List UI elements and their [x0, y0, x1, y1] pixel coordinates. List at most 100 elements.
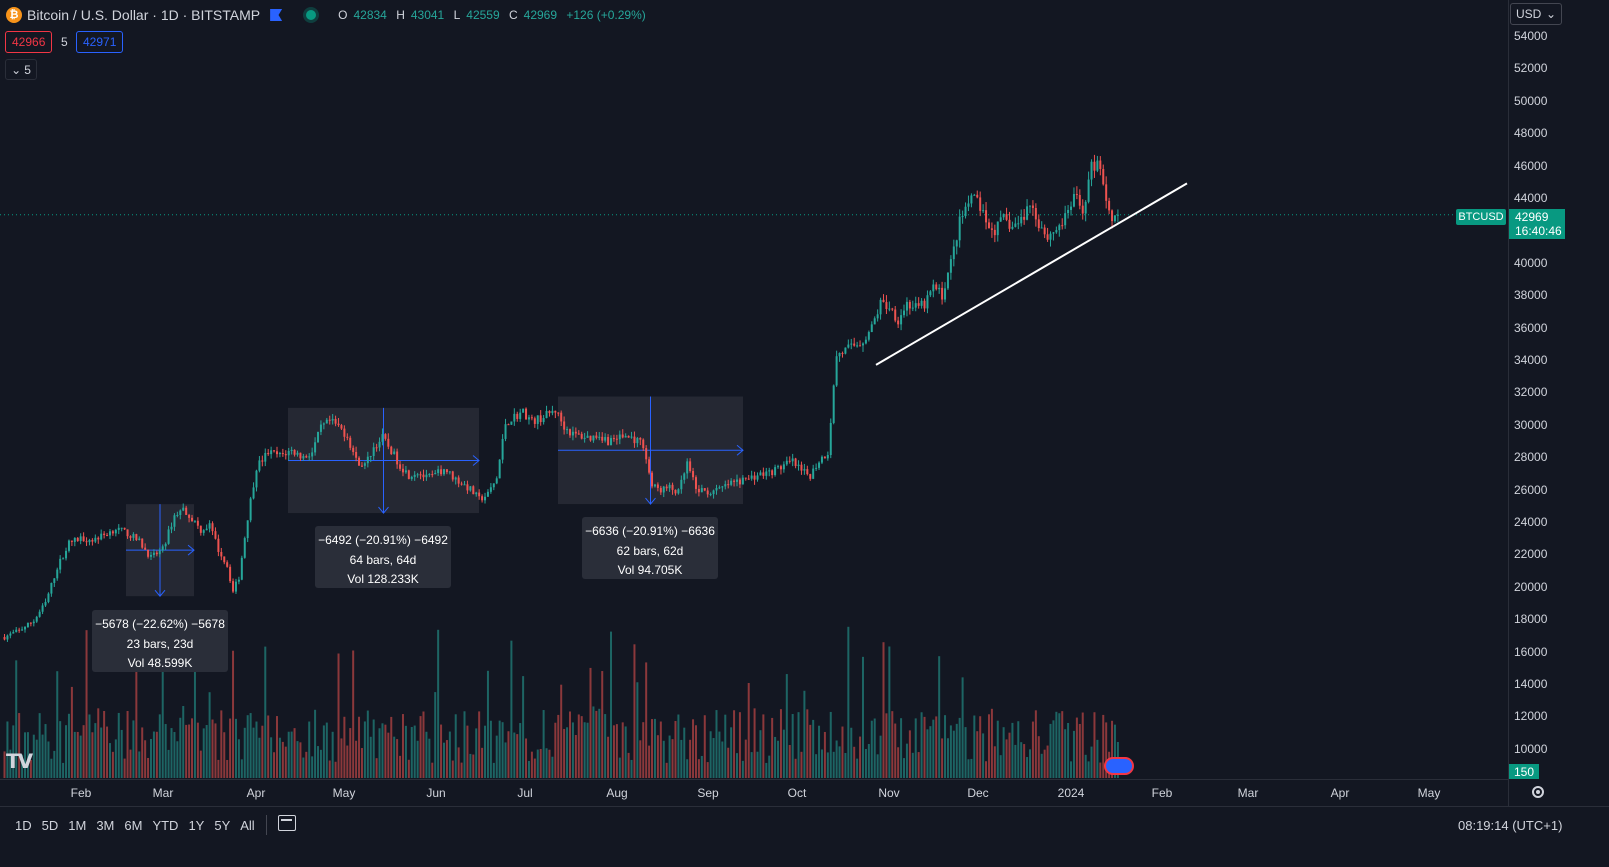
measure-1-bars: 23 bars, 23d	[126, 636, 194, 651]
trendline[interactable]	[875, 182, 1188, 366]
time-tick: Aug	[606, 786, 628, 800]
volume-bar	[164, 724, 167, 778]
volume-bar	[829, 711, 832, 778]
candle-body	[1070, 206, 1073, 210]
volume-bar	[864, 748, 867, 778]
time-axis-border	[0, 779, 1509, 780]
volume-bar	[50, 758, 53, 778]
candle-body	[457, 477, 460, 484]
candle-body	[979, 197, 982, 211]
candle-body	[287, 450, 290, 456]
candle-body	[478, 492, 481, 497]
range-button-5d[interactable]: 5D	[41, 818, 59, 833]
candle-body	[246, 520, 249, 539]
range-button-1y[interactable]: 1Y	[188, 818, 205, 833]
candle-body	[1102, 168, 1105, 185]
volume-bar	[788, 744, 791, 778]
candle-body	[771, 470, 774, 476]
volume-bar	[249, 713, 252, 778]
indicators-toggle-button[interactable]: ⌄ 5	[5, 59, 37, 80]
market-status-icon[interactable]	[306, 10, 317, 20]
symbol-title[interactable]: Bitcoin / U.S. Dollar · 1D · BITSTAMP	[27, 7, 261, 23]
candle-body	[744, 477, 747, 479]
candle-body	[340, 425, 343, 429]
volume-bar	[434, 692, 437, 778]
candle-body	[519, 412, 522, 419]
candle-body	[325, 419, 328, 424]
volume-bar	[481, 747, 484, 778]
candle-body	[404, 470, 407, 473]
candle-body	[355, 451, 358, 458]
candle-body	[1075, 194, 1078, 196]
volume-bar	[847, 626, 850, 778]
time-tick: Sep	[697, 786, 719, 800]
volume-bar	[428, 738, 431, 778]
range-button-5y[interactable]: 5Y	[214, 818, 231, 833]
flag-icon[interactable]	[270, 9, 283, 21]
volume-bar	[627, 752, 630, 778]
price-tick: 52000	[1514, 61, 1548, 76]
candle-body	[985, 210, 988, 223]
open-label: O	[338, 8, 348, 22]
ohlc-values: O 42834 H 43041 L 42559 C 42969 +126 (+0.29%…	[338, 8, 646, 22]
currency-select[interactable]: USD ⌄	[1510, 3, 1562, 25]
economic-events-icon[interactable]	[1104, 757, 1134, 775]
candle-body	[399, 464, 402, 469]
volume-bar	[1008, 732, 1011, 778]
high-label: H	[396, 8, 405, 22]
candle-body	[475, 492, 478, 495]
volume-bar	[97, 708, 100, 778]
volume-bar	[120, 729, 123, 778]
volume-bar	[539, 748, 542, 778]
volume-bar	[317, 746, 320, 778]
price-tick: 24000	[1514, 515, 1548, 529]
candle-body	[730, 480, 733, 485]
measure-boxes[interactable]	[126, 396, 744, 597]
candle-body	[73, 537, 76, 542]
range-button-all[interactable]: All	[240, 818, 255, 833]
measure-2-volume: Vol 128.233K	[347, 572, 419, 586]
price-chart[interactable]	[0, 0, 1509, 807]
candle-body	[1072, 194, 1075, 207]
volume-bar	[519, 723, 522, 778]
volume-bar	[530, 751, 533, 778]
sell-button[interactable]: 42966	[5, 31, 53, 53]
candle-body	[3, 637, 6, 640]
volume-bar	[612, 725, 615, 778]
volume-bar	[94, 723, 97, 778]
tradingview-logo[interactable]: 𝗧𝗩	[6, 751, 33, 773]
range-button-1d[interactable]: 1D	[15, 818, 32, 833]
range-button-ytd[interactable]: YTD	[152, 818, 179, 833]
candle-body	[191, 517, 194, 522]
candle-body	[290, 449, 293, 451]
candle-body	[1017, 223, 1020, 225]
gear-icon[interactable]	[1532, 786, 1544, 798]
candle-body	[226, 562, 229, 567]
volume-bars	[3, 626, 1119, 778]
volume-bar	[252, 727, 255, 778]
candle-body	[577, 433, 580, 435]
candle-body	[220, 551, 223, 557]
indicator-count: 5	[24, 62, 31, 77]
candle-body	[460, 483, 463, 485]
volume-bar	[413, 725, 416, 778]
candle-body	[885, 302, 888, 309]
candle-body	[381, 434, 384, 442]
range-button-6m[interactable]: 6M	[124, 818, 143, 833]
time-tick: Jun	[426, 786, 446, 800]
buy-button[interactable]: 42971	[76, 31, 124, 53]
candle-body	[900, 315, 903, 325]
candle-body	[586, 435, 589, 438]
candle-body	[897, 320, 900, 325]
volume-bar	[387, 732, 390, 778]
time-tick: Jul	[517, 786, 533, 800]
calendar-icon[interactable]	[278, 815, 296, 831]
candle-body	[387, 438, 390, 447]
volume-bar	[513, 732, 516, 778]
clock[interactable]: 08:19:14 (UTC+1)	[1458, 818, 1563, 833]
range-button-3m[interactable]: 3M	[96, 818, 115, 833]
range-button-1m[interactable]: 1M	[68, 818, 87, 833]
volume-bar	[158, 714, 161, 778]
volume-bar	[1078, 723, 1081, 778]
volume-bar	[53, 750, 56, 778]
